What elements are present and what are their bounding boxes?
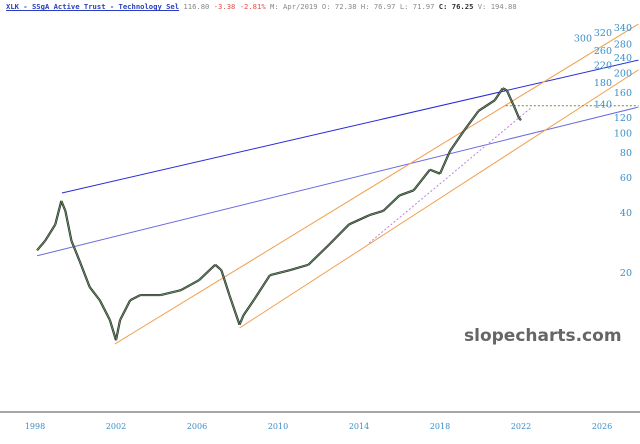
y-tick-label: 200 — [614, 69, 632, 80]
price-segment-highlight — [64, 210, 72, 241]
x-tick-label: 2014 — [349, 422, 369, 431]
price-segment-highlight — [44, 224, 56, 242]
price-segment-highlight — [239, 314, 244, 325]
price-segment-highlight — [60, 200, 66, 212]
y-tick-label: 160 — [614, 88, 632, 99]
y-tick-label: 320 — [594, 28, 612, 39]
price-segment-highlight — [463, 110, 479, 131]
price-segment-highlight — [119, 300, 131, 321]
high-value: H: 76.97 — [360, 2, 396, 11]
price-segment-highlight — [253, 274, 271, 301]
y-tick-label: 40 — [620, 208, 632, 219]
last-price: 116.80 — [183, 2, 210, 11]
price-segment-highlight — [328, 224, 350, 246]
x-tick-label: 2026 — [592, 422, 612, 431]
price-segment-highlight — [369, 210, 384, 216]
x-tick-label: 1998 — [25, 422, 45, 431]
y-tick-label: 120 — [614, 113, 632, 124]
price-segment-highlight — [478, 100, 495, 112]
close-label: C: — [438, 2, 448, 11]
price-segment-highlight — [439, 150, 451, 174]
y-tick-label: 180 — [594, 78, 612, 89]
price-change: -3.38 — [213, 2, 236, 11]
price-segment-highlight — [506, 90, 516, 109]
y-tick-label: 140 — [594, 100, 612, 111]
price-segment-highlight — [79, 260, 91, 288]
price-segment-highlight — [180, 279, 200, 291]
price-segment-highlight — [99, 300, 111, 321]
trendline-2[interactable] — [114, 23, 639, 345]
y-tick-label: 240 — [614, 53, 632, 64]
low-value: L: 71.97 — [399, 2, 435, 11]
x-tick-label: 2006 — [187, 422, 207, 431]
price-segment-highlight — [54, 200, 62, 225]
price-segment-highlight — [518, 117, 522, 121]
price-segment-highlight — [308, 244, 329, 266]
price-series — [36, 87, 522, 341]
price-segment-highlight — [348, 214, 370, 225]
y-tick-label: 280 — [614, 40, 632, 51]
price-segment-highlight — [514, 108, 520, 119]
x-tick-label: 2002 — [106, 422, 126, 431]
y-tick-label: 300 — [574, 34, 592, 45]
x-axis: 1998 2002 2006 2010 2014 2018 2022 2026 — [25, 422, 612, 431]
price-segment-highlight — [413, 169, 431, 191]
y-tick-label: 220 — [594, 60, 612, 71]
price-segment-highlight — [129, 294, 141, 301]
price-segment-highlight — [229, 294, 240, 325]
price-segment-highlight — [198, 264, 216, 281]
price-segment-highlight — [220, 269, 230, 296]
y-tick-label: 80 — [620, 148, 632, 159]
y-tick-label: 260 — [594, 46, 612, 57]
trendlines — [36, 23, 639, 345]
y-tick-label: 340 — [614, 23, 632, 34]
price-segment-highlight — [494, 88, 504, 101]
trendline-0[interactable] — [61, 59, 639, 194]
price-segment-highlight — [160, 289, 181, 296]
x-tick-label: 2022 — [511, 422, 531, 431]
watermark: slopecharts.com — [464, 326, 622, 346]
price-segment-highlight — [269, 269, 291, 276]
price-segment-highlight — [290, 264, 309, 271]
price-segment-highlight — [115, 320, 121, 341]
price-segment-highlight — [89, 286, 101, 301]
chart-header: XLK - SSgA Active Trust - Technology Sel… — [6, 2, 517, 11]
trendline-1[interactable] — [36, 106, 639, 257]
x-tick-label: 2018 — [430, 422, 450, 431]
price-segment-highlight — [71, 240, 80, 262]
price-segment-highlight — [243, 300, 255, 316]
close-value: 76.25 — [451, 2, 474, 11]
x-tick-label: 2010 — [268, 422, 288, 431]
open-value: O: 72.38 — [321, 2, 357, 11]
price-segment-highlight — [109, 320, 117, 341]
volume-value: V: 194.88 — [477, 2, 517, 11]
period: M: Apr/2019 — [269, 2, 318, 11]
symbol-link[interactable]: XLK - SSgA Active Trust - Technology Sel — [6, 2, 180, 11]
price-segment-highlight — [36, 240, 46, 251]
y-tick-label: 20 — [620, 268, 632, 279]
price-segment-highlight — [429, 169, 441, 175]
y-tick-label: 100 — [614, 129, 632, 140]
y-tick-label: 60 — [620, 173, 632, 184]
price-segment-highlight — [502, 87, 508, 91]
trendline-5[interactable] — [368, 107, 532, 244]
price-segment-highlight — [449, 130, 465, 152]
price-segment-highlight — [383, 195, 400, 212]
price-segment-highlight — [399, 189, 414, 196]
price-change-pct: -2.81% — [239, 2, 266, 11]
trendline-3[interactable] — [239, 69, 639, 329]
price-segment-highlight — [214, 264, 222, 271]
